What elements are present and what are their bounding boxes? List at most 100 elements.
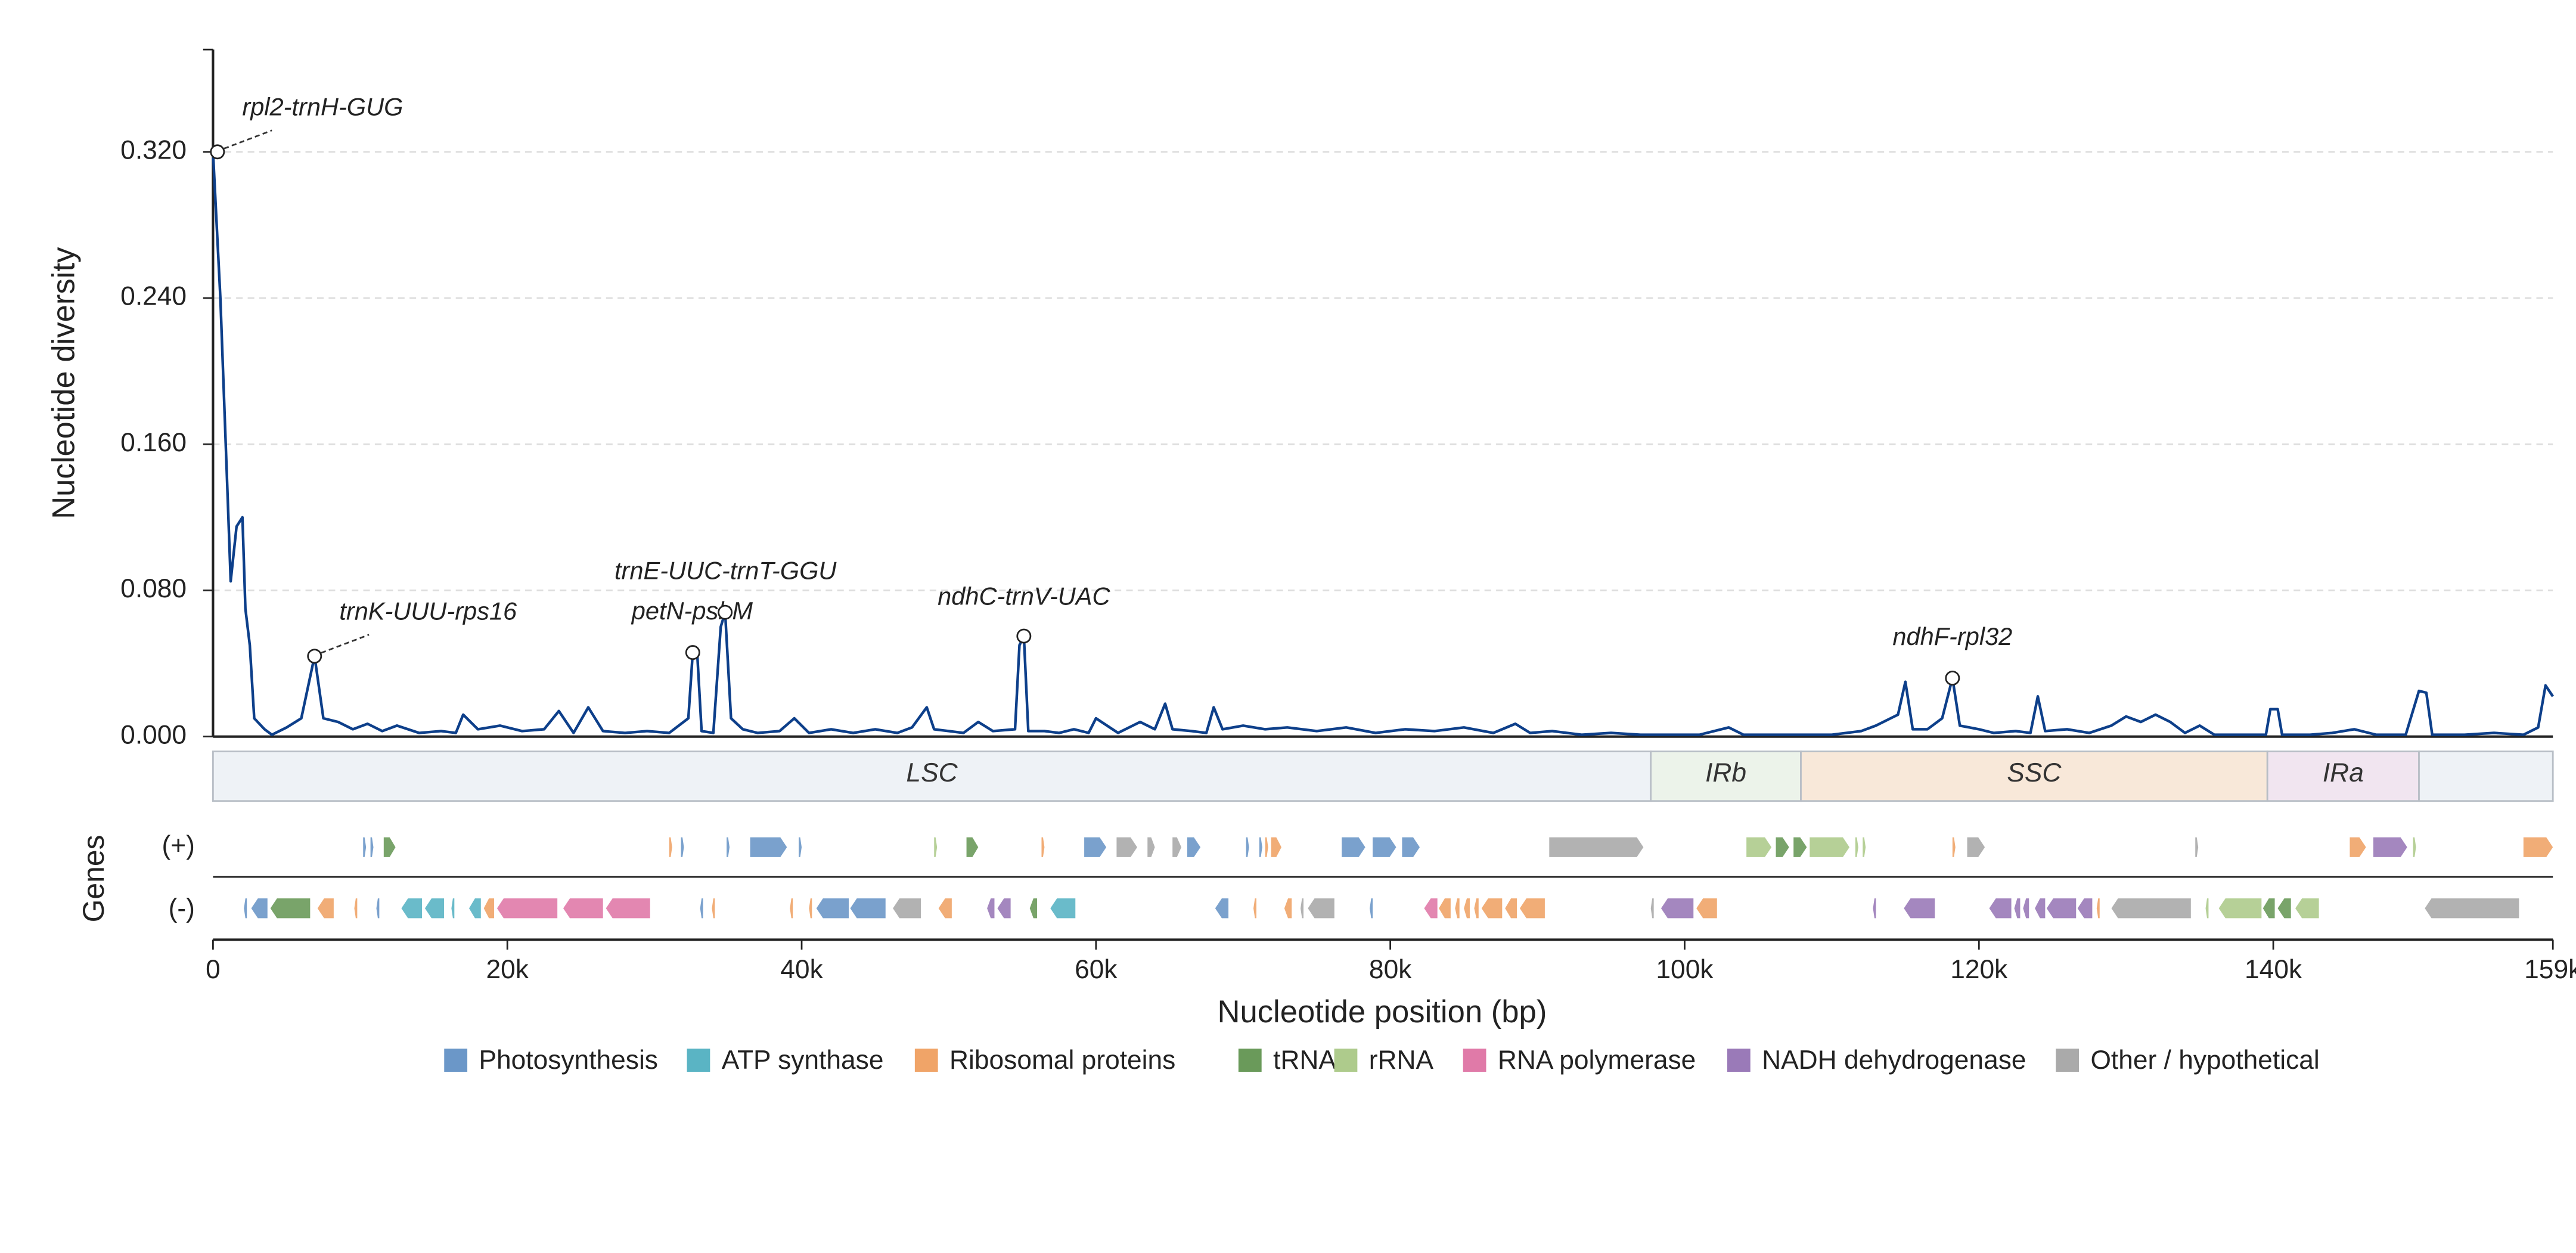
legend-swatch [687,1049,710,1072]
gene [1246,837,1249,857]
gene [850,898,886,919]
gene [2023,898,2029,919]
gene [2195,837,2199,857]
gene [1308,898,1334,919]
gene [483,898,494,919]
gene [1116,837,1137,857]
diversity-line [212,151,2555,736]
legend-swatch [2056,1049,2080,1072]
annotation-label: ndhF-rpl32 [1892,622,2012,650]
y-tick-label: 0.080 [120,574,187,603]
gene [816,898,849,919]
gene [1696,898,1717,919]
gene [451,898,455,919]
gene [2373,837,2407,857]
annotation-leader [321,634,370,654]
gene [1481,898,1503,919]
x-tick-label: 140k [2245,955,2302,984]
region-label: SSC [2007,758,2062,787]
gene [2350,837,2366,857]
region-label: IRb [1705,758,1746,787]
gene [2523,837,2553,857]
annotation-point [718,604,733,620]
annotation-point [1945,671,1960,686]
gene [1455,898,1460,919]
gene [1187,837,1201,857]
gene [1271,837,1281,857]
x-tick-label: 120k [1950,955,2008,984]
legend-label: Ribosomal proteins [949,1046,1175,1075]
x-tick-label: 60k [1075,955,1118,984]
y-tick-label: 0.160 [120,428,187,457]
gene [2111,898,2191,919]
gene [934,837,938,857]
legend-swatch [1727,1049,1751,1072]
legend-swatch [444,1049,468,1072]
annotation-point [1016,628,1032,644]
gene [383,837,396,857]
gene [938,898,952,919]
gene-track-label: Genes [77,835,110,922]
gene [1952,837,1956,857]
gene [2014,898,2021,919]
gene [712,898,715,919]
gene [1041,837,1045,857]
annotation-point [685,645,700,660]
gene [1284,898,1292,919]
gene [1967,837,1985,857]
annotation-label: petN-psbM [631,597,753,625]
gene [2413,837,2416,857]
legend-label: Photosynthesis [479,1046,658,1075]
annotation-point [307,649,322,664]
gene [997,898,1011,919]
legend-label: NADH dehydrogenase [1762,1046,2026,1075]
legend-label: rRNA [1369,1046,1434,1075]
x-tick-label: 40k [780,955,823,984]
gene [1029,898,1038,919]
region [2418,750,2554,802]
gene [1439,898,1451,919]
gene [809,898,812,919]
gene [1464,898,1470,919]
gene [2295,898,2319,919]
gene [893,898,921,919]
legend-swatch [914,1049,938,1072]
gene [1904,898,1935,919]
gene [987,898,995,919]
region-label: LSC [906,758,958,787]
gene [354,898,358,919]
legend-label: Other / hypothetical [2090,1046,2319,1075]
gene [2077,898,2093,919]
gene [1050,898,1076,919]
gene [1301,898,1303,919]
gene [1855,837,1858,857]
y-tick-label: 0.000 [120,720,187,749]
gene [424,898,445,919]
gene [1863,837,1866,857]
gene [2096,898,2100,919]
gene [1342,837,1365,857]
gene [1253,898,1256,919]
gene [1810,837,1849,857]
gene [363,837,367,857]
x-tick-label: 159k [2524,955,2576,984]
y-axis-label: Nucleotide diversity [46,247,82,519]
gene [669,837,672,857]
gene [2218,898,2262,919]
gene [1474,898,1479,919]
gene [2035,898,2046,919]
legend-swatch [1463,1049,1486,1072]
gene [681,837,684,857]
gene [1505,898,1517,919]
gene [700,898,703,919]
legend-label: RNA polymerase [1498,1046,1696,1075]
region [212,750,1652,802]
gene [496,898,558,919]
annotation-label: rpl2-trnH-GUG [242,93,403,121]
gene [251,898,268,919]
gene [727,837,730,857]
gene [1265,837,1268,857]
gene [799,837,802,857]
annotation-label: ndhC-trnV-UAC [938,582,1110,610]
gene [270,898,311,919]
